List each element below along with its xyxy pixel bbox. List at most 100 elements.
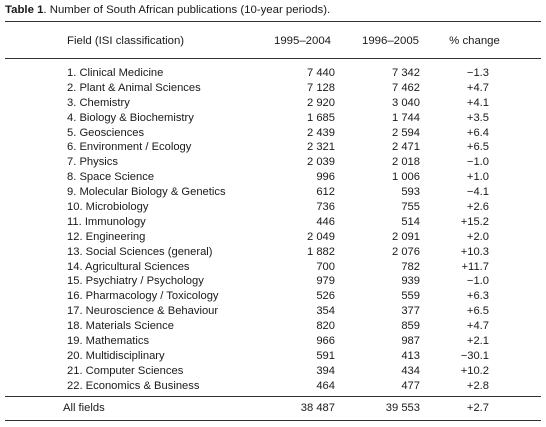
table-row: 7. Physics 2 039 2 018 −1.0 [0, 155, 546, 170]
table-body: 1. Clinical Medicine 7 440 7 342 −1.3 2. Pla… [0, 66, 546, 394]
bottom-rule [5, 420, 541, 421]
row-change: +6.4 [466, 126, 489, 139]
row-period-2: 7 462 [392, 81, 420, 94]
row-period-1: 2 920 [307, 96, 335, 109]
row-field: 20. Multidisciplinary [67, 349, 165, 362]
row-change: +11.7 [461, 260, 489, 273]
row-field: 13. Social Sciences (general) [67, 245, 213, 258]
table-row: 20. Multidisciplinary 591 413 −30.1 [0, 349, 546, 364]
row-period-2: 593 [401, 186, 420, 199]
row-period-1: 526 [316, 290, 335, 303]
row-period-1: 2 321 [307, 141, 335, 154]
table-row: 14. Agricultural Sciences 700 782 +11.7 [0, 260, 546, 275]
row-period-1: 1 882 [307, 245, 335, 258]
row-period-2: 434 [401, 364, 420, 377]
row-change: +15.2 [460, 215, 489, 228]
total-change: +2.7 [466, 402, 489, 414]
row-period-2: 2 471 [392, 141, 420, 154]
row-field: 19. Mathematics [67, 335, 150, 348]
row-field: 15. Psychiatry / Psychology [67, 275, 204, 288]
row-period-1: 1 685 [307, 111, 335, 124]
row-change: +10.3 [460, 245, 489, 258]
table-row: 18. Materials Science 820 859 +4.7 [0, 319, 546, 334]
row-field: 4. Biology & Biochemistry [67, 111, 194, 124]
row-change: +6.3 [466, 290, 489, 303]
table-row: 13. Social Sciences (general) 1 882 2 076 +… [0, 245, 546, 260]
table-row: 8. Space Science 996 1 006 +1.0 [0, 170, 546, 185]
total-period-2: 39 553 [385, 402, 420, 414]
row-period-1: 7 128 [307, 81, 335, 94]
total-row: All fields 38 487 39 553 +2.7 [0, 401, 546, 415]
table-title: . Number of South African publications (… [43, 4, 331, 16]
row-period-2: 2 076 [392, 245, 420, 258]
row-period-1: 820 [316, 320, 335, 333]
row-period-1: 394 [316, 364, 335, 377]
row-period-2: 413 [401, 349, 420, 362]
row-field: 21. Computer Sciences [67, 364, 184, 377]
row-change: +3.5 [466, 111, 489, 124]
row-period-2: 7 342 [392, 67, 420, 79]
table-row: 2. Plant & Animal Sciences 7 128 7 462 +4.7 [0, 81, 546, 96]
row-period-1: 354 [316, 305, 335, 318]
total-period-1: 38 487 [300, 402, 335, 414]
header-change: % change [449, 35, 500, 47]
row-field: 14. Agricultural Sciences [67, 260, 190, 273]
row-period-1: 464 [316, 379, 335, 392]
row-period-2: 377 [401, 305, 420, 318]
table-row: 1. Clinical Medicine 7 440 7 342 −1.3 [0, 66, 546, 81]
row-field: 10. Microbiology [67, 201, 149, 214]
header-period-1: 1995–2004 [273, 35, 331, 47]
row-period-1: 612 [316, 186, 335, 199]
row-period-1: 736 [316, 201, 335, 214]
header-field: Field (ISI classification) [67, 35, 185, 47]
row-change: +2.1 [466, 335, 489, 348]
row-change: +10.2 [460, 364, 489, 377]
table-row: 22. Economics & Business 464 477 +2.8 [0, 379, 546, 394]
row-period-2: 2 594 [392, 126, 420, 139]
row-field: 5. Geosciences [67, 126, 145, 139]
table-row: 21. Computer Sciences 394 434 +10.2 [0, 364, 546, 379]
header-period-2: 1996–2005 [361, 35, 419, 47]
row-change: −30.1 [460, 349, 489, 362]
row-field: 8. Space Science [67, 171, 155, 184]
row-field: 9. Molecular Biology & Genetics [67, 186, 226, 199]
row-field: 22. Economics & Business [67, 379, 200, 392]
header-rule [5, 58, 541, 59]
row-field: 11. Immunology [67, 215, 146, 228]
row-change: +4.7 [466, 320, 489, 333]
table-row: 15. Psychiatry / Psychology 979 939 −1.0 [0, 274, 546, 289]
table-row: 16. Pharmacology / Toxicology 526 559 +6.3 [0, 289, 546, 304]
row-field: 1. Clinical Medicine [67, 67, 164, 79]
row-field: 17. Neuroscience & Behaviour [67, 305, 219, 318]
table-row: 6. Environment / Ecology 2 321 2 471 +6.5 [0, 140, 546, 155]
row-period-2: 559 [401, 290, 420, 303]
row-period-2: 514 [401, 215, 420, 228]
top-rule [5, 21, 541, 22]
row-period-2: 939 [401, 275, 420, 288]
table-row: 5. Geosciences 2 439 2 594 +6.4 [0, 126, 546, 141]
row-period-1: 446 [316, 215, 335, 228]
table-caption: Table 1. Number of South African publica… [5, 3, 330, 17]
row-field: 3. Chemistry [67, 96, 130, 109]
row-period-2: 1 744 [392, 111, 420, 124]
row-period-1: 700 [316, 260, 335, 273]
table-label: Table 1 [5, 4, 44, 16]
total-rule [5, 396, 541, 397]
row-period-1: 2 439 [307, 126, 335, 139]
row-change: +2.6 [466, 201, 489, 214]
row-period-2: 1 006 [392, 171, 420, 184]
table-row: 19. Mathematics 966 987 +2.1 [0, 334, 546, 349]
table-row: 11. Immunology 446 514 +15.2 [0, 215, 546, 230]
row-change: +1.0 [466, 171, 489, 184]
row-change: −1.3 [466, 67, 489, 79]
row-period-1: 996 [316, 171, 335, 184]
row-period-1: 591 [316, 349, 335, 362]
row-field: 18. Materials Science [67, 320, 174, 333]
row-period-2: 3 040 [392, 96, 420, 109]
table-row: 9. Molecular Biology & Genetics 612 593 −4.… [0, 185, 546, 200]
row-period-2: 782 [401, 260, 420, 273]
row-change: +2.0 [466, 230, 489, 243]
table-row: 3. Chemistry 2 920 3 040 +4.1 [0, 96, 546, 111]
row-period-2: 2 018 [392, 156, 420, 169]
row-period-1: 7 440 [307, 67, 335, 79]
